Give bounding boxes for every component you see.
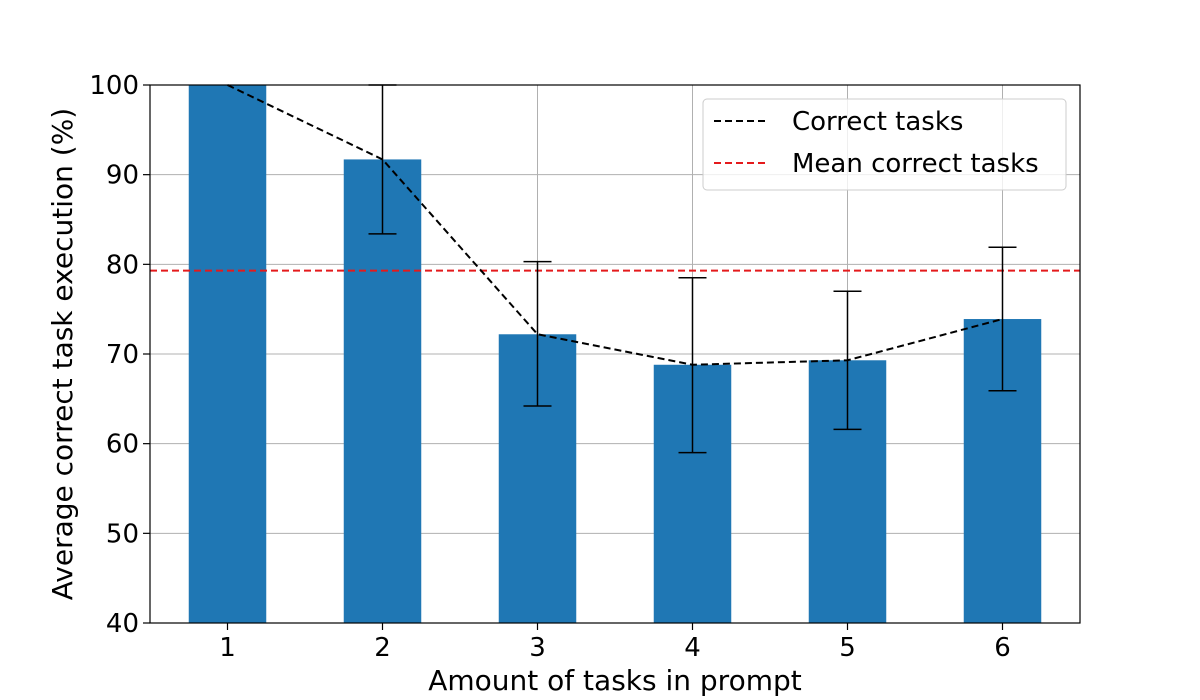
bar: [188, 85, 267, 623]
y-tick-label: 80: [106, 250, 139, 280]
errorbar-layer: [368, 84, 1017, 454]
y-axis-ticks: 40 50 60 70 80 90 100: [89, 71, 150, 639]
y-tick-label: 70: [106, 340, 139, 370]
x-tick-label: 1: [219, 633, 236, 663]
x-tick-label: 2: [374, 633, 391, 663]
legend-label-correct-tasks: Correct tasks: [792, 107, 963, 137]
bar: [343, 159, 422, 623]
line-layer: [227, 84, 1003, 366]
x-tick-label: 6: [994, 633, 1011, 663]
y-tick-label: 50: [106, 519, 139, 549]
y-tick-label: 40: [106, 609, 139, 639]
y-axis-title: Average correct task execution (%): [46, 108, 79, 600]
correct-tasks-line: [227, 84, 1003, 366]
x-tick-label: 3: [529, 633, 546, 663]
legend-label-mean-correct-tasks: Mean correct tasks: [792, 149, 1039, 179]
y-tick-label: 90: [106, 161, 139, 191]
y-tick-label: 100: [89, 71, 139, 101]
x-tick-label: 5: [839, 633, 856, 663]
legend-box: [702, 98, 1067, 191]
y-tick-label: 60: [106, 430, 139, 460]
x-axis-title: Amount of tasks in prompt: [428, 664, 802, 697]
x-axis-ticks: 1 2 3 4 5 6: [219, 623, 1011, 663]
x-tick-label: 4: [684, 633, 701, 663]
bars-layer: [188, 85, 1042, 623]
legend: Correct tasks Mean correct tasks: [702, 98, 1067, 191]
